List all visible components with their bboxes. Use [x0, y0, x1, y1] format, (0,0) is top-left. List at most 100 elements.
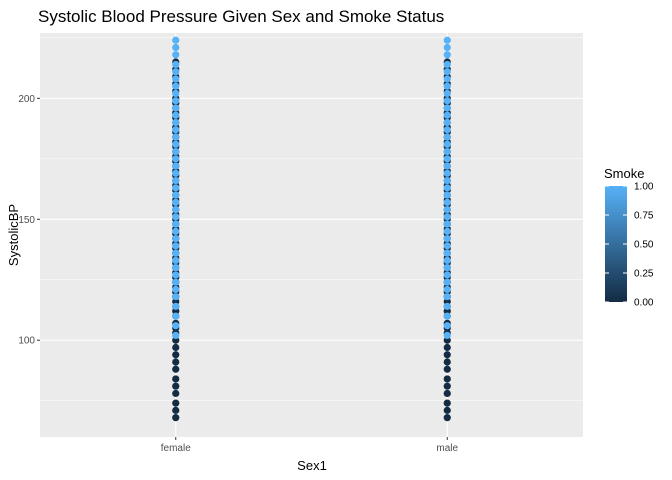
data-point-smoker	[172, 302, 180, 310]
data-point-nonsmoker	[443, 343, 451, 352]
data-point-smoker	[443, 256, 451, 265]
y-axis: 100 150 200	[18, 94, 40, 347]
y-tick-label: 150	[18, 215, 35, 226]
data-point-smoker	[172, 82, 180, 90]
data-point-smoker	[172, 176, 180, 185]
data-point-smoker	[443, 293, 451, 301]
data-point-smoker	[443, 147, 451, 156]
data-point-smoker	[443, 184, 451, 192]
data-point-smoker	[172, 89, 180, 98]
data-point-smoker	[172, 256, 180, 265]
x-axis-title: Sex1	[297, 458, 327, 473]
x-axis: female male	[161, 437, 459, 454]
data-point-smoker	[443, 302, 451, 310]
data-point-smoker	[172, 140, 180, 148]
data-point-smoker	[443, 51, 451, 59]
data-point-smoker	[172, 155, 180, 163]
legend-tick-label: 0.75	[634, 211, 654, 222]
data-point-nonsmoker	[443, 358, 451, 366]
legend-title: Smoke	[604, 166, 644, 181]
data-point-smoker	[443, 264, 451, 272]
data-point-nonsmoker	[443, 375, 451, 383]
data-points	[172, 36, 451, 422]
data-point-smoker	[443, 322, 451, 330]
data-point-smoker	[443, 140, 451, 148]
data-point-smoker	[443, 271, 451, 279]
data-point-smoker	[172, 213, 180, 221]
data-point-smoker	[443, 235, 451, 243]
data-point-nonsmoker	[443, 414, 451, 422]
data-point-smoker	[172, 322, 180, 330]
data-point-smoker	[443, 118, 451, 127]
x-tick-label: male	[436, 443, 458, 454]
data-point-smoker	[172, 235, 180, 243]
data-point-smoker	[443, 111, 451, 119]
data-point-smoker	[443, 75, 451, 83]
legend: Smoke 0.00 0.25 0.50 0.75 1.00	[604, 166, 654, 309]
data-point-smoker	[443, 82, 451, 90]
data-point-smoker	[172, 68, 180, 76]
data-point-smoker	[443, 89, 451, 98]
legend-colorbar	[605, 186, 627, 302]
data-point-smoker	[172, 285, 180, 294]
y-axis-title: SystolicBP	[6, 204, 21, 266]
data-point-smoker	[443, 104, 451, 112]
data-point-smoker	[443, 213, 451, 221]
legend-tick-label: 0.25	[634, 269, 654, 280]
data-point-smoker	[172, 227, 180, 235]
data-point-smoker	[172, 43, 180, 52]
data-point-nonsmoker	[443, 382, 451, 390]
data-point-smoker	[172, 205, 180, 214]
data-point-smoker	[172, 118, 180, 127]
data-point-smoker	[443, 331, 451, 339]
data-point-nonsmoker	[172, 406, 180, 414]
data-point-smoker	[172, 264, 180, 272]
data-point-smoker	[443, 133, 451, 141]
data-point-nonsmoker	[443, 399, 451, 407]
data-point-smoker	[172, 133, 180, 141]
data-point-smoker	[443, 205, 451, 214]
data-point-smoker	[443, 36, 451, 44]
data-point-smoker	[172, 111, 180, 119]
legend-tick-label: 0.50	[634, 240, 654, 251]
data-point-smoker	[443, 191, 451, 199]
data-point-nonsmoker	[443, 406, 451, 414]
data-point-nonsmoker	[172, 389, 180, 398]
data-point-smoker	[172, 278, 180, 286]
data-point-smoker	[443, 278, 451, 286]
data-point-smoker	[443, 126, 451, 134]
data-point-smoker	[443, 242, 451, 250]
data-point-smoker	[172, 191, 180, 199]
data-point-smoker	[443, 227, 451, 235]
data-point-nonsmoker	[172, 343, 180, 352]
data-point-nonsmoker	[172, 358, 180, 366]
data-point-nonsmoker	[172, 351, 180, 359]
data-point-smoker	[443, 285, 451, 294]
y-tick-label: 200	[18, 94, 35, 105]
legend-tick-label: 1.00	[634, 182, 654, 193]
x-tick-label: female	[161, 443, 191, 454]
data-point-nonsmoker	[172, 414, 180, 422]
data-point-smoker	[443, 162, 451, 170]
data-point-smoker	[172, 51, 180, 59]
data-point-smoker	[172, 75, 180, 83]
data-point-smoker	[172, 242, 180, 250]
data-point-smoker	[443, 68, 451, 76]
data-point-smoker	[172, 220, 180, 228]
data-point-smoker	[172, 104, 180, 112]
data-point-smoker	[172, 60, 180, 69]
data-point-smoker	[443, 169, 451, 177]
data-point-smoker	[443, 43, 451, 52]
data-point-nonsmoker	[443, 389, 451, 398]
data-point-smoker	[172, 198, 180, 206]
data-point-nonsmoker	[172, 399, 180, 407]
data-point-smoker	[172, 126, 180, 134]
data-point-nonsmoker	[443, 351, 451, 359]
data-point-smoker	[172, 312, 180, 320]
data-point-nonsmoker	[172, 365, 180, 373]
data-point-smoker	[443, 198, 451, 206]
legend-tick-label: 0.00	[634, 298, 654, 309]
data-point-smoker	[443, 220, 451, 228]
data-point-smoker	[443, 312, 451, 320]
